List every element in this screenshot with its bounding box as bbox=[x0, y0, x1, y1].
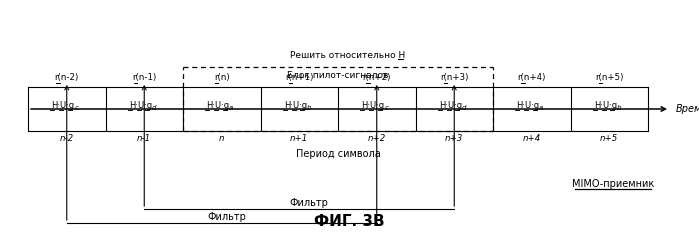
Text: n+3: n+3 bbox=[445, 134, 463, 143]
Text: H·U·g: H·U·g bbox=[129, 102, 152, 110]
Text: d: d bbox=[461, 106, 466, 111]
Text: n+5: n+5 bbox=[600, 134, 619, 143]
Text: c: c bbox=[384, 106, 388, 111]
Text: H·U·g: H·U·g bbox=[516, 102, 540, 110]
Text: r(n+5): r(n+5) bbox=[595, 73, 624, 82]
Text: r(n-2): r(n-2) bbox=[55, 73, 79, 82]
Text: n+4: n+4 bbox=[523, 134, 541, 143]
Text: r(n+3): r(n+3) bbox=[440, 73, 468, 82]
Text: r(n+4): r(n+4) bbox=[517, 73, 546, 82]
Text: Фильтр: Фильтр bbox=[208, 212, 246, 222]
Text: r(n): r(n) bbox=[214, 73, 229, 82]
Text: c: c bbox=[74, 106, 78, 111]
Text: r(n+1): r(n+1) bbox=[285, 73, 313, 82]
Text: Фильтр: Фильтр bbox=[290, 198, 329, 208]
Text: b: b bbox=[306, 106, 311, 111]
Text: Время: Время bbox=[676, 104, 699, 114]
Text: d: d bbox=[152, 106, 156, 111]
Text: H·U·g: H·U·g bbox=[439, 102, 462, 110]
Text: n+2: n+2 bbox=[368, 134, 386, 143]
Text: r(n+2): r(n+2) bbox=[363, 73, 391, 82]
Text: n-2: n-2 bbox=[59, 134, 74, 143]
Text: n: n bbox=[219, 134, 224, 143]
Text: H·U·g: H·U·g bbox=[284, 102, 307, 110]
Text: Период символа: Период символа bbox=[296, 149, 380, 159]
Text: b: b bbox=[617, 106, 621, 111]
Text: n+1: n+1 bbox=[290, 134, 308, 143]
Text: MIMO-приемник: MIMO-приемник bbox=[572, 179, 654, 189]
Text: a: a bbox=[539, 106, 543, 111]
Text: r(n-1): r(n-1) bbox=[132, 73, 157, 82]
Text: a: a bbox=[229, 106, 233, 111]
Text: H·U·g: H·U·g bbox=[361, 102, 384, 110]
Text: H·U·g: H·U·g bbox=[206, 102, 229, 110]
Text: H·U·g: H·U·g bbox=[593, 102, 617, 110]
Text: Блок пилот-сигналов: Блок пилот-сигналов bbox=[287, 70, 389, 79]
Text: ФИГ. 3В: ФИГ. 3В bbox=[314, 214, 384, 229]
Text: n-1: n-1 bbox=[137, 134, 151, 143]
Text: H·U·g: H·U·g bbox=[51, 102, 74, 110]
Text: Решить относительно Н: Решить относительно Н bbox=[290, 51, 405, 59]
